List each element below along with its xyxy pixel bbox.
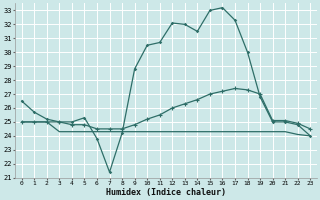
X-axis label: Humidex (Indice chaleur): Humidex (Indice chaleur): [106, 188, 226, 197]
